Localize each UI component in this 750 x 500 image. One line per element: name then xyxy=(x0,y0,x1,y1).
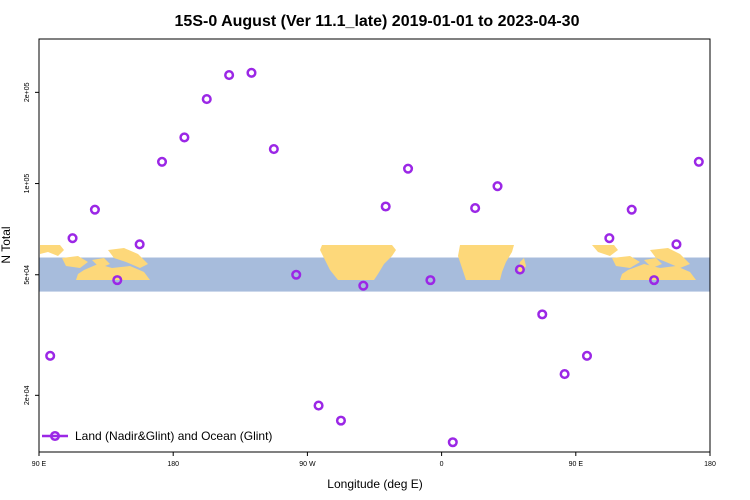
data-point xyxy=(224,70,235,81)
data-point xyxy=(246,67,257,78)
data-point xyxy=(380,201,391,212)
data-point xyxy=(559,369,570,380)
data-point xyxy=(358,280,369,291)
x-tick-label: 0 xyxy=(440,461,444,468)
data-point xyxy=(403,163,414,174)
plot-frame xyxy=(38,38,711,453)
data-point xyxy=(134,239,145,250)
scatter-series xyxy=(45,67,704,448)
data-point xyxy=(335,415,347,426)
data-point xyxy=(89,204,100,215)
legend-marker xyxy=(49,430,61,442)
background-map xyxy=(39,245,710,292)
x-tick-label: 180 xyxy=(704,461,716,468)
data-point xyxy=(470,203,481,214)
chart-title: 15S-0 August (Ver 11.1_late) 2019-01-01 … xyxy=(175,13,580,30)
data-point xyxy=(291,269,302,280)
data-point xyxy=(313,400,324,411)
x-axis-label: Longitude (deg E) xyxy=(327,477,422,491)
legend: Land (Nadir&Glint) and Ocean (Glint) xyxy=(42,429,272,443)
land-australia-1 xyxy=(76,264,150,280)
data-point xyxy=(156,156,168,167)
data-point xyxy=(604,233,615,244)
data-point xyxy=(671,239,682,250)
x-axis: 90 E 180 90 W 0 90 E 180 xyxy=(32,452,716,468)
land-newguinea-1 xyxy=(108,248,148,268)
data-point xyxy=(626,204,637,215)
land-australia-2 xyxy=(620,264,696,280)
y-tick-label: 5e+04 xyxy=(24,265,31,285)
data-point xyxy=(514,264,525,275)
data-point xyxy=(649,275,660,286)
data-point xyxy=(201,94,212,105)
land-africa xyxy=(458,245,514,280)
data-point xyxy=(112,275,123,286)
data-point xyxy=(45,350,56,361)
land-newguinea-2 xyxy=(650,248,690,268)
data-point xyxy=(581,350,593,361)
data-point xyxy=(492,181,503,192)
y-tick-label: 1e+05 xyxy=(24,174,31,194)
data-point xyxy=(693,156,704,167)
legend-label: Land (Nadir&Glint) and Ocean (Glint) xyxy=(75,429,272,443)
y-tick-label: 2e+05 xyxy=(24,82,31,102)
land-indonesia-2 xyxy=(592,245,662,268)
data-point xyxy=(67,233,78,244)
y-axis-label: N Total xyxy=(0,226,13,263)
data-point xyxy=(268,143,279,155)
data-point xyxy=(537,309,548,320)
land-indonesia-1 xyxy=(40,245,110,268)
data-point xyxy=(447,437,458,448)
x-tick-label: 180 xyxy=(167,461,179,468)
y-tick-label: 2e+04 xyxy=(24,385,31,405)
x-tick-label: 90 E xyxy=(32,461,47,468)
land-south-america xyxy=(320,245,396,280)
data-point xyxy=(425,275,436,286)
y-axis: 2e+04 5e+04 1e+05 2e+05 xyxy=(24,82,39,405)
x-tick-label: 90 W xyxy=(299,461,316,468)
data-point xyxy=(179,132,190,143)
x-tick-label: 90 E xyxy=(569,461,584,468)
